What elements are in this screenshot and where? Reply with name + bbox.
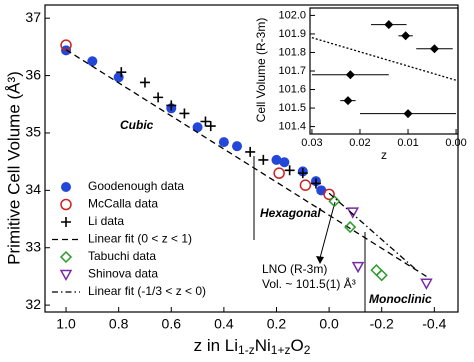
y-tick-label: 36 <box>25 66 41 82</box>
annotation: Vol. ~ 101.5(1) Å³ <box>262 276 356 291</box>
x-label-part: z in Li <box>194 336 238 355</box>
fit-line <box>328 192 417 271</box>
x-label-part: 1+z <box>271 343 291 357</box>
legend-marker <box>59 250 73 264</box>
point <box>232 141 243 152</box>
x-label-part: O <box>290 336 303 355</box>
point <box>345 70 355 80</box>
x-tick-label: 0.2 <box>267 316 287 332</box>
point <box>384 20 394 30</box>
point <box>343 96 353 106</box>
point <box>375 269 388 282</box>
arrow-head <box>316 256 324 264</box>
legend-label: Li data <box>88 214 124 228</box>
point <box>116 67 127 78</box>
point <box>297 168 308 179</box>
y-tick-label: 102.0 <box>278 9 306 21</box>
point <box>153 92 164 103</box>
point <box>370 264 383 277</box>
y-tick-label: 101.8 <box>278 46 306 58</box>
annotation: LNO (R-3m) <box>262 262 327 276</box>
y-tick-label: 101.7 <box>278 65 306 77</box>
point <box>429 44 439 54</box>
x-tick-label: -0.4 <box>422 316 446 332</box>
x-tick-label: 1.0 <box>56 316 76 332</box>
x-tick-label: -0.2 <box>370 316 394 332</box>
legend-marker <box>61 182 71 192</box>
point <box>200 116 211 127</box>
x-tick-label: 0.03 <box>301 137 322 149</box>
point <box>403 109 413 119</box>
point <box>113 72 124 83</box>
point <box>351 261 365 274</box>
x-label-part: 1-z <box>238 343 255 357</box>
y-tick-label: 35 <box>25 124 41 140</box>
x-tick-label: 0.8 <box>109 316 129 332</box>
inset-y-label: Cell Volume (R-3m) <box>254 18 268 123</box>
fit-line <box>65 49 427 277</box>
y-tick-label: 33 <box>25 238 41 254</box>
annotation: Hexagonal <box>260 206 321 220</box>
x-tick-label: 0.0 <box>319 316 339 332</box>
plot-frame <box>309 7 459 135</box>
point <box>401 31 411 41</box>
arrow <box>319 201 336 259</box>
point <box>192 122 203 133</box>
point <box>299 179 312 191</box>
legend-label: Linear fit (0 < z < 1) <box>88 232 192 246</box>
point <box>420 278 433 290</box>
inset-x-label: z <box>381 148 387 162</box>
legend-marker <box>61 217 71 227</box>
y-tick-label: 34 <box>25 181 41 197</box>
point <box>323 188 335 201</box>
y-tick-label: 101.4 <box>278 120 306 132</box>
x-label-part: Ni <box>255 336 271 355</box>
point <box>139 77 150 88</box>
fit-line <box>311 37 457 81</box>
x-tick-label: 0.02 <box>349 137 370 149</box>
point <box>205 121 216 132</box>
legend-label: Shinova data <box>88 267 158 281</box>
point <box>344 221 357 234</box>
y-tick-label: 37 <box>25 9 41 25</box>
y-tick-label: 32 <box>25 296 41 312</box>
point <box>218 137 229 148</box>
plot-frame <box>44 4 459 313</box>
point <box>245 146 256 157</box>
x-label-part: 2 <box>304 343 311 357</box>
point <box>346 207 360 219</box>
point <box>258 154 269 165</box>
legend-label: Linear fit (-1/3 < z < 0) <box>88 284 206 298</box>
point <box>279 157 290 168</box>
legend-label: Goodenough data <box>88 179 184 193</box>
point <box>328 195 341 208</box>
point <box>273 167 285 179</box>
point <box>87 56 98 67</box>
x-tick-label: 0.00 <box>445 137 466 149</box>
point <box>271 154 282 165</box>
point <box>310 178 321 189</box>
y-axis-label: Primitive Cell Volume (Å³) <box>4 71 23 265</box>
x-tick-label: 0.4 <box>214 316 234 332</box>
point <box>284 165 295 176</box>
point <box>179 108 190 119</box>
x-tick-label: 0.01 <box>397 137 418 149</box>
y-tick-label: 101.5 <box>278 102 306 114</box>
legend-marker <box>59 269 73 282</box>
legend-label: McCalla data <box>88 197 158 211</box>
annotation: Monoclinic <box>369 292 432 306</box>
x-axis-label: z in Li1-zNi1+zO2 <box>194 336 311 357</box>
y-tick-label: 101.9 <box>278 28 306 40</box>
x-tick-label: 0.6 <box>162 316 182 332</box>
annotation: Cubic <box>120 118 154 132</box>
legend-marker <box>60 198 72 211</box>
legend-label: Tabuchi data <box>88 249 156 263</box>
point <box>166 100 177 111</box>
y-tick-label: 101.6 <box>278 83 306 95</box>
